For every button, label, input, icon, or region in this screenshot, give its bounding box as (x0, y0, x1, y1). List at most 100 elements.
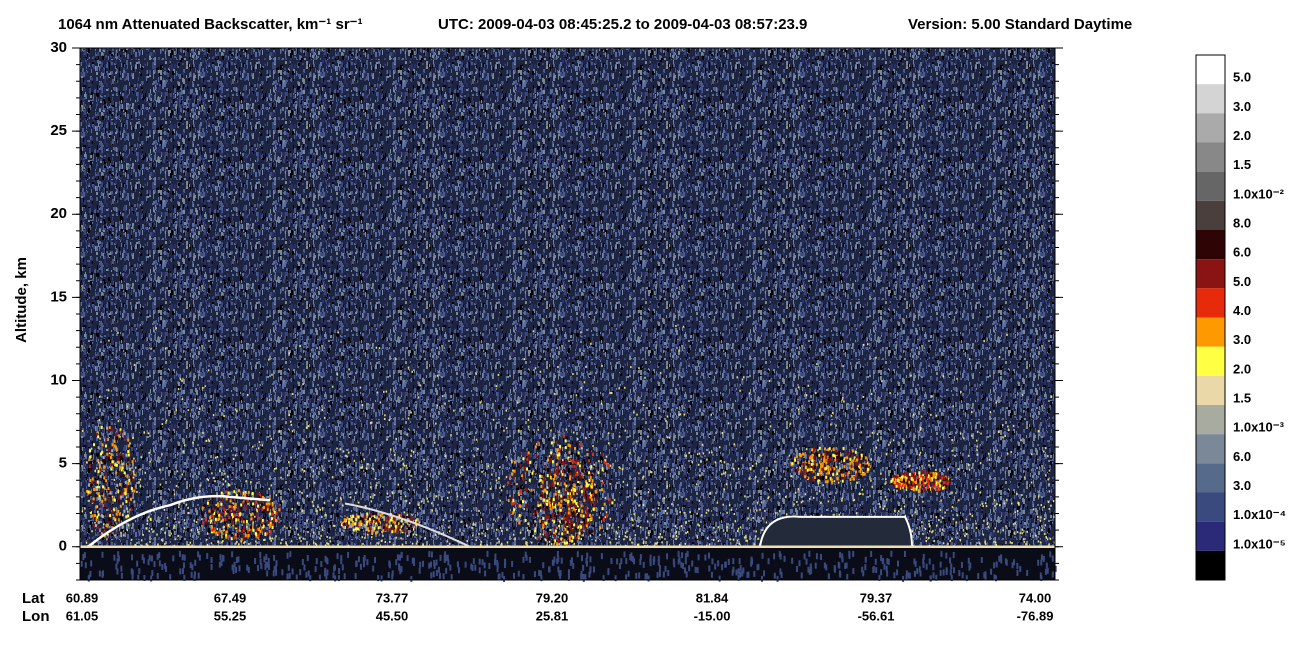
feature-speck (245, 520, 248, 524)
feature-speck (261, 507, 264, 511)
surface-speck (657, 555, 660, 562)
feature-speck (573, 499, 576, 503)
speck (84, 507, 86, 510)
feature-speck (563, 470, 566, 474)
feature-speck (843, 465, 846, 469)
feature-speck (389, 518, 392, 522)
surface-speck (1000, 554, 1003, 561)
feature-speck (124, 437, 127, 441)
surface-speck (630, 555, 633, 562)
speck (642, 540, 645, 543)
speck (635, 494, 638, 497)
speck (120, 531, 122, 534)
speck (1054, 420, 1057, 423)
surface-speck (567, 574, 570, 581)
speck (383, 390, 385, 393)
surface-speck (625, 574, 628, 581)
feature-speck (810, 456, 813, 460)
speck (765, 469, 767, 472)
speck (1024, 476, 1026, 479)
feature-speck (409, 515, 412, 519)
feature-speck (348, 517, 351, 521)
surface-speck (206, 553, 209, 560)
speck (164, 542, 166, 545)
speck (495, 385, 498, 388)
feature-speck (602, 481, 605, 485)
feature-speck (547, 537, 550, 541)
feature-speck (582, 489, 585, 493)
feature-speck (134, 471, 137, 475)
feature-speck (583, 498, 586, 502)
speck (919, 428, 922, 431)
feature-speck (903, 479, 906, 483)
speck (376, 391, 379, 394)
surface-speck (940, 550, 943, 557)
feature-speck (591, 529, 594, 533)
feature-speck (825, 475, 828, 479)
feature-speck (209, 516, 212, 520)
speck (739, 389, 741, 392)
feature-speck (268, 504, 271, 508)
feature-speck (235, 493, 238, 497)
surface-speck (388, 560, 391, 567)
speck (624, 429, 627, 432)
speck (657, 507, 660, 510)
speck (601, 364, 603, 367)
speck (634, 487, 636, 490)
speck (236, 540, 238, 543)
feature-speck (831, 468, 834, 472)
feature-speck (553, 513, 556, 517)
speck (106, 538, 108, 541)
speck (127, 524, 130, 527)
colorbar-label: 2.0 (1233, 361, 1251, 376)
speck (170, 532, 172, 535)
speck (461, 520, 463, 523)
feature-speck (210, 506, 213, 510)
feature-speck (587, 520, 590, 524)
feature-speck (585, 491, 588, 495)
feature-speck (575, 468, 578, 472)
surface-speck (808, 568, 811, 575)
surface-speck (556, 550, 559, 557)
feature-speck (388, 528, 391, 532)
feature-speck (91, 499, 94, 503)
feature-speck (854, 470, 857, 474)
feature-speck (221, 499, 224, 503)
speck (800, 501, 803, 504)
speck (997, 430, 1000, 433)
speck (608, 536, 611, 539)
feature-speck (549, 504, 552, 508)
feature-speck (99, 468, 102, 472)
feature-speck (837, 451, 840, 455)
feature-speck (824, 467, 827, 471)
speck (1022, 538, 1025, 541)
speck (517, 429, 520, 432)
speck (632, 524, 634, 527)
feature-speck (125, 453, 128, 457)
speck (976, 445, 978, 448)
feature-speck (581, 509, 584, 513)
surface-speck (1040, 575, 1043, 582)
feature-speck (235, 518, 238, 522)
speck (327, 543, 329, 546)
speck (747, 507, 749, 510)
feature-speck (913, 488, 916, 492)
feature-speck (222, 510, 225, 514)
feature-speck (852, 477, 855, 481)
speck (571, 527, 574, 530)
feature-speck (90, 514, 93, 518)
surface-speck (447, 559, 450, 566)
feature-speck (225, 524, 228, 528)
feature-speck (558, 486, 561, 490)
surface-speck (585, 557, 588, 564)
surface-speck (130, 568, 133, 575)
colorbar-label: 8.0 (1233, 215, 1251, 230)
speck (475, 478, 478, 481)
surface-speck (115, 563, 118, 570)
speck (1045, 536, 1048, 539)
lat-label: 60.89 (66, 590, 99, 605)
feature-speck (593, 486, 596, 490)
feature-speck (524, 518, 527, 522)
feature-speck (521, 516, 524, 520)
speck (626, 530, 628, 533)
